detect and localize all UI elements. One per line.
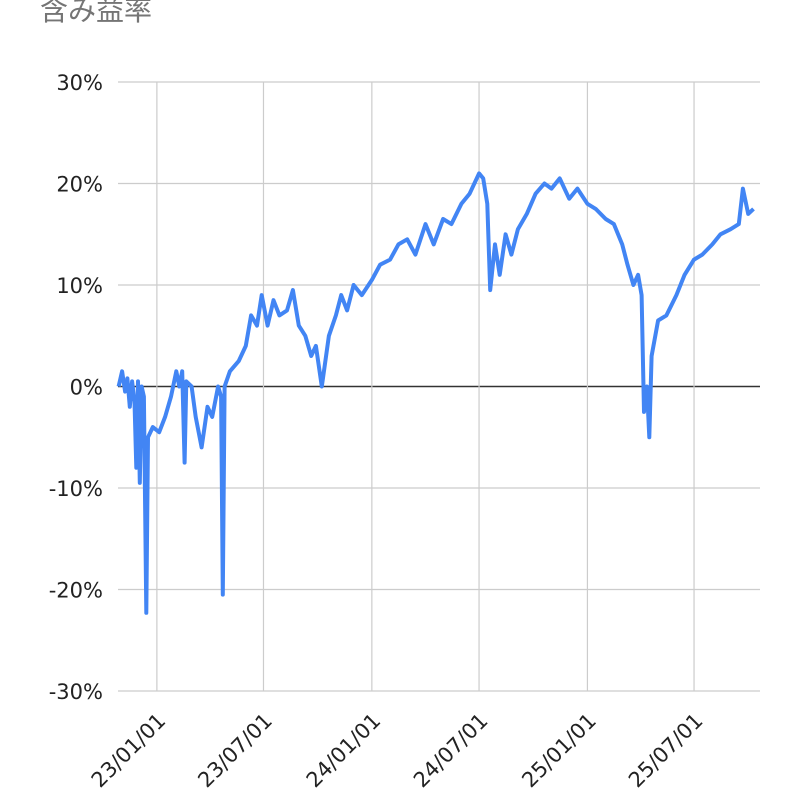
y-tick-label: 20%: [56, 173, 103, 197]
chart-title: 含み益率: [40, 0, 152, 27]
x-tick-label: 24/01/01: [302, 709, 386, 793]
x-tick-label: 25/07/01: [624, 709, 708, 793]
y-tick-label: -20%: [49, 579, 103, 603]
y-tick-label: 0%: [70, 376, 103, 400]
line: [116, 171, 755, 615]
x-tick-label: 23/07/01: [193, 709, 277, 793]
y-tick-label: 10%: [56, 274, 103, 298]
x-tick-label: 25/01/01: [517, 709, 601, 793]
x-tick-label: 23/01/01: [87, 709, 171, 793]
y-tick-label: 30%: [56, 71, 103, 95]
x-tick-label: 24/07/01: [409, 709, 493, 793]
y-tick-label: -30%: [49, 680, 103, 704]
y-tick-label: -10%: [49, 477, 103, 501]
